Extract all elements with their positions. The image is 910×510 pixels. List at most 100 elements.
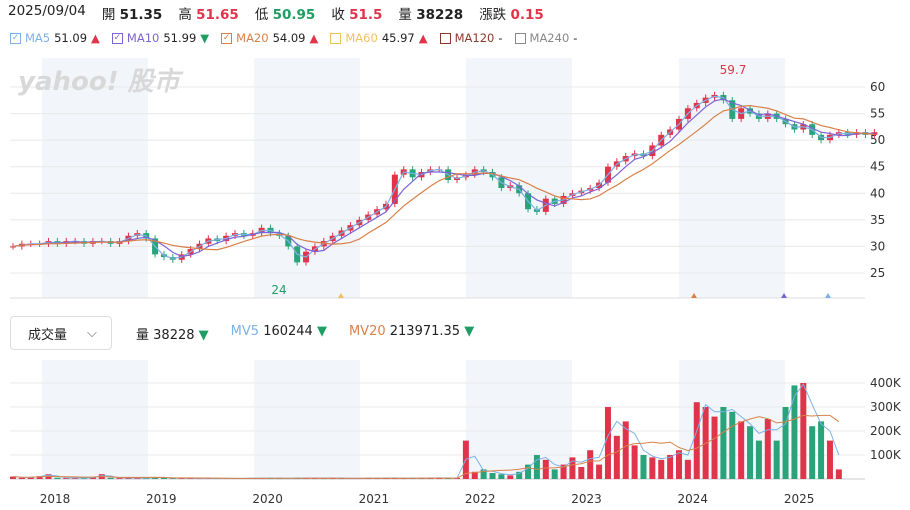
volume-bar [835, 469, 842, 479]
ma-toggle-ma60[interactable]: MA60 45.97 ▲ [330, 31, 428, 45]
year-label: 2020 [252, 492, 283, 506]
ma-value: - [573, 31, 578, 45]
volume-bar [27, 477, 34, 479]
volume-bar [560, 464, 567, 479]
volume-bar [374, 478, 381, 479]
volume-bar [729, 411, 736, 479]
price-tick-label: 45 [870, 160, 885, 174]
volume-bar [98, 474, 105, 479]
volume-bar [658, 459, 665, 479]
volume-bar [240, 478, 247, 479]
volume-bar [747, 426, 754, 479]
ma-toggle-ma120[interactable]: MA120- [439, 31, 503, 45]
year-band [254, 360, 360, 480]
signal-marker-icon [781, 293, 787, 298]
volume-tick-label: 300K [870, 400, 902, 414]
volume-bar [81, 478, 88, 479]
volume-bar [329, 478, 336, 479]
volume-bar [436, 477, 443, 479]
indicator-select[interactable]: 成交量 ⌵ [10, 316, 112, 350]
volume-bar [134, 478, 141, 479]
price-chart[interactable]: 25 30 35 40 45 50 55 60 yahoo! 股市 59.7 24 [0, 0, 910, 305]
ma-toggle-ma20[interactable]: ✓ MA20 54.09 ▲ [221, 31, 318, 45]
price-tick-label: 40 [870, 186, 885, 200]
volume-bar [409, 478, 416, 479]
year-label: 2024 [678, 492, 709, 506]
chevron-down-icon: ⌵ [87, 325, 97, 341]
year-label: 2025 [784, 492, 815, 506]
volume-bar [818, 421, 825, 479]
ma-value: 54.09 [272, 31, 306, 45]
volume-bar [454, 478, 460, 479]
year-label: 2018 [40, 492, 71, 506]
checkbox-icon[interactable]: ✓ [10, 32, 21, 44]
volume-bar [578, 467, 585, 479]
close-value: 51.5 [349, 7, 383, 23]
open-value: 51.35 [119, 7, 163, 23]
volume-bar [498, 474, 505, 479]
year-band [42, 58, 148, 298]
mv20-value: 213971.35 [389, 324, 461, 339]
volume-bar [365, 478, 372, 479]
volume-bar [338, 478, 345, 479]
year-band [679, 360, 785, 480]
volume-bar [63, 478, 70, 479]
volume-bar [702, 407, 709, 479]
volume-bar [276, 478, 283, 479]
low-label: 低 [254, 7, 269, 23]
volume-bar [267, 478, 274, 479]
ma-toggle-ma240[interactable]: MA240- [514, 31, 578, 45]
min-price-label: 24 [271, 283, 286, 297]
volume-bar [205, 478, 212, 479]
volume-bar [54, 477, 61, 479]
volume-bar [18, 477, 25, 479]
ma-value: 51.99 [163, 31, 197, 45]
volume-tick-label: 200K [870, 424, 902, 438]
year-band [42, 360, 148, 480]
volume-bar [311, 478, 318, 479]
ma-toggle-ma10[interactable]: ✓ MA10 51.99 ▼ [111, 31, 209, 45]
checkbox-icon[interactable]: ✓ [111, 32, 123, 44]
high-value: 51.65 [196, 7, 239, 23]
checkbox-icon[interactable] [514, 32, 526, 44]
volume-bar [516, 471, 523, 479]
year-label: 2023 [571, 492, 602, 506]
volume-bar [640, 455, 647, 479]
volume-bar [116, 478, 123, 479]
volume-bar [258, 478, 265, 479]
volume-bar [356, 478, 363, 479]
quote-summary: 2025/09/04 開 51.35 高 51.65 低 50.95 收 51.… [8, 3, 544, 23]
volume-legend: 量 38228 ▼ MV5 160244 ▼ MV20 213971.35 ▼ [136, 324, 474, 343]
year-label: 2021 [359, 492, 390, 506]
ma-label: MA120 [454, 31, 495, 45]
volume-bar [649, 457, 656, 479]
price-tick-label: 25 [870, 266, 885, 280]
volume-bar [809, 426, 816, 479]
year-label: 2022 [465, 492, 496, 506]
year-band [466, 58, 572, 298]
volume-bar [72, 477, 79, 479]
volume-bar [462, 440, 469, 479]
volume-bar [782, 407, 789, 479]
volume-bar [533, 455, 540, 479]
ma-label: MA5 [25, 31, 51, 45]
volume-bar [320, 478, 327, 479]
volume-bar [693, 402, 700, 479]
volume-bar [223, 478, 230, 479]
volume-bar [45, 474, 52, 479]
checkbox-icon[interactable] [439, 32, 451, 44]
checkbox-icon[interactable] [330, 32, 342, 44]
ma-toggle-ma5[interactable]: ✓ MA5 51.09 ▲ [10, 31, 100, 45]
price-tick-label: 50 [870, 133, 885, 147]
volume-bar [826, 440, 833, 479]
mv20-label: MV20 [348, 324, 386, 339]
vol-value: 38228 [153, 328, 195, 343]
ma-legend: ✓ MA5 51.09 ▲ ✓ MA10 51.99 ▼ ✓ MA20 54.09 ▲ MA60 45.9… [10, 31, 577, 45]
volume-bar [684, 459, 691, 479]
volume-label: 量 [398, 7, 412, 23]
volume-bar [427, 478, 434, 479]
mv5-label: MV5 [230, 324, 260, 339]
checkbox-icon[interactable]: ✓ [221, 32, 233, 44]
volume-bar [755, 440, 762, 479]
candle [10, 246, 16, 248]
